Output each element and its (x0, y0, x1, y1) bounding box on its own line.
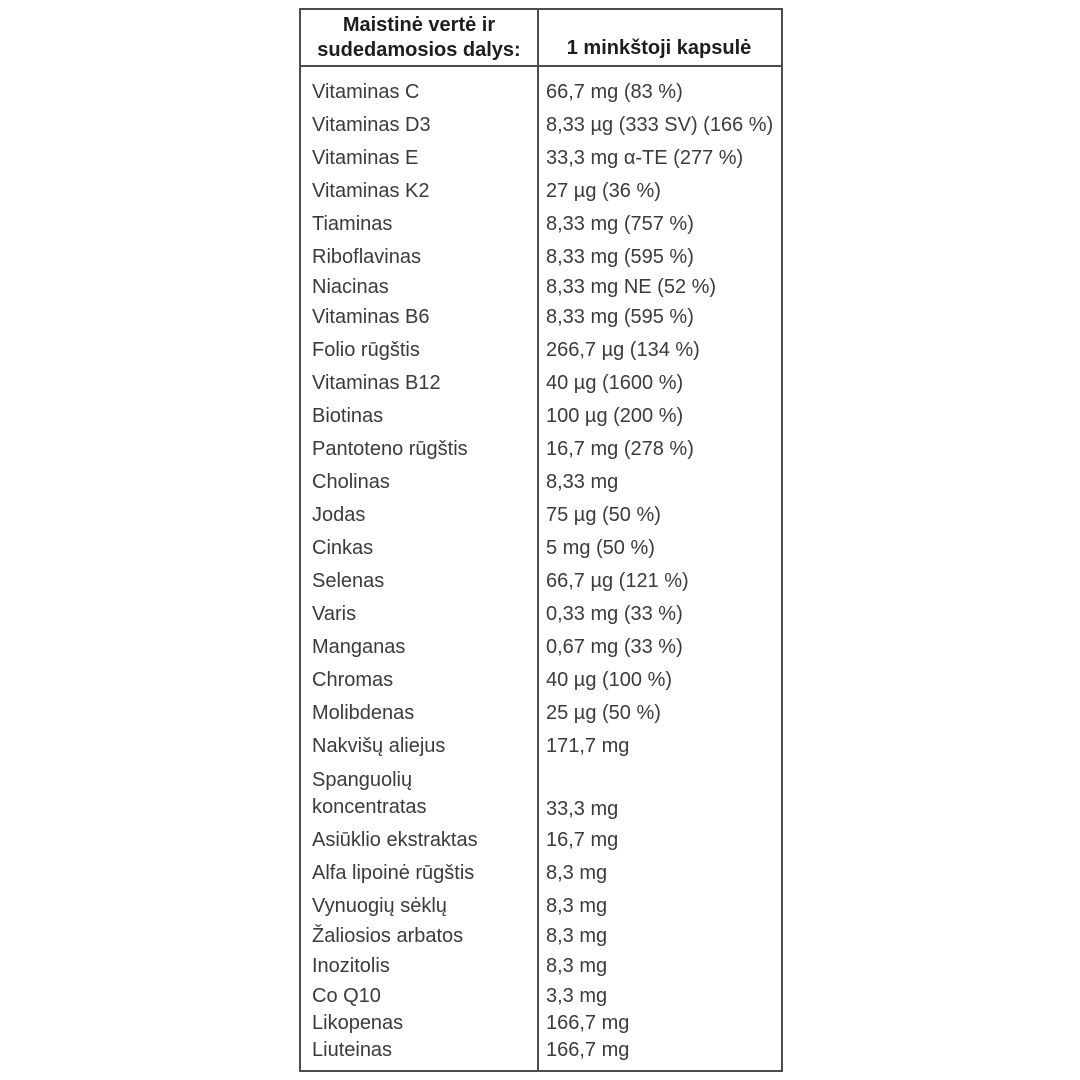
ingredient-name: Asiūklio ekstraktas (312, 829, 478, 851)
table-row: Vitaminas B12 40 µg (1600 %) (301, 367, 781, 400)
table-row: Vitaminas K2 27 µg (36 %) (301, 175, 781, 208)
ingredient-name: Vitaminas C (312, 81, 420, 103)
ingredient-value: 33,3 mg α-TE (277 %) (546, 147, 744, 169)
ingredient-name: Žaliosios arbatos (312, 925, 464, 947)
ingredient-value: 16,7 mg (546, 829, 619, 851)
ingredient-name: Chromas (312, 669, 394, 691)
ingredient-name: Vitaminas K2 (312, 180, 430, 202)
nutrition-facts-table: Maistinė vertė ir sudedamosios dalys: 1 … (299, 8, 783, 1072)
ingredient-name: Vitaminas E (312, 147, 419, 169)
ingredient-name: Jodas (312, 504, 366, 526)
ingredient-value: 0,67 mg (33 %) (546, 636, 683, 658)
ingredient-value: 8,3 mg (546, 862, 608, 884)
ingredient-value: 40 µg (1600 %) (546, 372, 684, 394)
ingredient-name: Liuteinas (312, 1039, 393, 1061)
header-col-amount: 1 minkštoji kapsulė (566, 37, 752, 59)
table-row: Likopenas 166,7 mg (301, 1010, 781, 1037)
table-row: Cinkas 5 mg (50 %) (301, 532, 781, 565)
table-row: Chromas 40 µg (100 %) (301, 664, 781, 697)
ingredient-name: Alfa lipoinė rūgštis (312, 862, 475, 884)
ingredient-value: 8,33 mg NE (52 %) (546, 276, 717, 298)
ingredient-name: Varis (312, 603, 357, 625)
ingredient-value: 8,33 mg (595 %) (546, 246, 694, 268)
table-row: Varis 0,33 mg (33 %) (301, 598, 781, 631)
ingredient-value: 33,3 mg (546, 798, 619, 820)
ingredient-value: 27 µg (36 %) (546, 180, 661, 202)
ingredient-value: 75 µg (50 %) (546, 504, 661, 526)
header-col-ingredients: Maistinė vertė ir sudedamosios dalys: (317, 14, 521, 61)
ingredient-name: Tiaminas (312, 213, 393, 235)
table-row: Liuteinas 166,7 mg (301, 1037, 781, 1064)
table-row: Vitaminas B6 8,33 mg (595 %) (301, 301, 781, 334)
table-row: Vynuogių sėklų 8,3 mg (301, 890, 781, 923)
ingredient-value: 8,33 mg (546, 471, 619, 493)
ingredient-value: 8,33 mg (595 %) (546, 306, 694, 328)
ingredient-name: Vitaminas D3 (312, 114, 431, 136)
table-header: Maistinė vertė ir sudedamosios dalys: 1 … (301, 10, 781, 67)
ingredient-value: 8,33 mg (757 %) (546, 213, 694, 235)
ingredient-name: Nakvišų aliejus (312, 735, 446, 757)
ingredient-value: 16,7 mg (278 %) (546, 438, 694, 460)
table-row: Manganas 0,67 mg (33 %) (301, 631, 781, 664)
ingredient-name: Inozitolis (312, 955, 390, 977)
ingredient-name: Co Q10 (312, 985, 381, 1007)
table-row: Molibdenas 25 µg (50 %) (301, 697, 781, 730)
ingredient-value: 8,3 mg (546, 895, 608, 917)
table-row: Selenas 66,7 µg (121 %) (301, 565, 781, 598)
table-row: Žaliosios arbatos 8,3 mg (301, 923, 781, 950)
table-row: Vitaminas D3 8,33 µg (333 SV) (166 %) (301, 109, 781, 142)
table-row: Riboflavinas 8,33 mg (595 %) (301, 241, 781, 274)
ingredient-name: Niacinas (312, 276, 389, 298)
ingredient-value: 0,33 mg (33 %) (546, 603, 683, 625)
table-row: Cholinas 8,33 mg (301, 466, 781, 499)
ingredient-name: Molibdenas (312, 702, 415, 724)
ingredient-name: Folio rūgštis (312, 339, 420, 361)
ingredient-value: 171,7 mg (546, 735, 630, 757)
ingredient-value: 8,33 µg (333 SV) (166 %) (546, 114, 774, 136)
ingredient-value: 3,3 mg (546, 985, 608, 1007)
ingredient-value: 66,7 µg (121 %) (546, 570, 689, 592)
table-row: Folio rūgštis 266,7 µg (134 %) (301, 334, 781, 367)
table-row: Spanguolių koncentratas 33,3 mg (301, 763, 781, 824)
table-row: Inozitolis 8,3 mg (301, 950, 781, 983)
table-row: Vitaminas C 66,7 mg (83 %) (301, 76, 781, 109)
ingredient-name: Riboflavinas (312, 246, 421, 268)
ingredient-name: Vitaminas B6 (312, 306, 430, 328)
table-row: Vitaminas E 33,3 mg α-TE (277 %) (301, 142, 781, 175)
ingredient-name: Cholinas (312, 471, 390, 493)
table-row: Biotinas 100 µg (200 %) (301, 400, 781, 433)
ingredient-name: Cinkas (312, 537, 374, 559)
ingredient-value: 25 µg (50 %) (546, 702, 661, 724)
table-row: Alfa lipoinė rūgštis 8,3 mg (301, 857, 781, 890)
table-row: Jodas 75 µg (50 %) (301, 499, 781, 532)
ingredient-value: 8,3 mg (546, 955, 608, 977)
ingredient-value: 66,7 mg (83 %) (546, 81, 683, 103)
ingredient-name: Likopenas (312, 1012, 404, 1034)
table-body: Vitaminas C 66,7 mg (83 %) Vitaminas D3 … (301, 67, 781, 1069)
table-row: Co Q10 3,3 mg (301, 983, 781, 1010)
table-row: Nakvišų aliejus 171,7 mg (301, 730, 781, 763)
table-row: Pantoteno rūgštis 16,7 mg (278 %) (301, 433, 781, 466)
table-row: Tiaminas 8,33 mg (757 %) (301, 208, 781, 241)
ingredient-name: Vitaminas B12 (312, 372, 441, 394)
ingredient-name: Biotinas (312, 405, 384, 427)
ingredient-name: Selenas (312, 570, 385, 592)
ingredient-value: 100 µg (200 %) (546, 405, 684, 427)
column-divider (537, 10, 539, 1070)
ingredient-name: Vynuogių sėklų (312, 895, 447, 917)
ingredient-name: Spanguolių koncentratas (312, 769, 427, 818)
ingredient-value: 166,7 mg (546, 1012, 630, 1034)
ingredient-value: 5 mg (50 %) (546, 537, 655, 559)
ingredient-value: 166,7 mg (546, 1039, 630, 1061)
ingredient-value: 8,3 mg (546, 925, 608, 947)
table-row: Asiūklio ekstraktas 16,7 mg (301, 824, 781, 857)
ingredient-value: 40 µg (100 %) (546, 669, 673, 691)
ingredient-value: 266,7 µg (134 %) (546, 339, 700, 361)
table-row: Niacinas 8,33 mg NE (52 %) (301, 274, 781, 301)
ingredient-name: Pantoteno rūgštis (312, 438, 468, 460)
ingredient-name: Manganas (312, 636, 406, 658)
